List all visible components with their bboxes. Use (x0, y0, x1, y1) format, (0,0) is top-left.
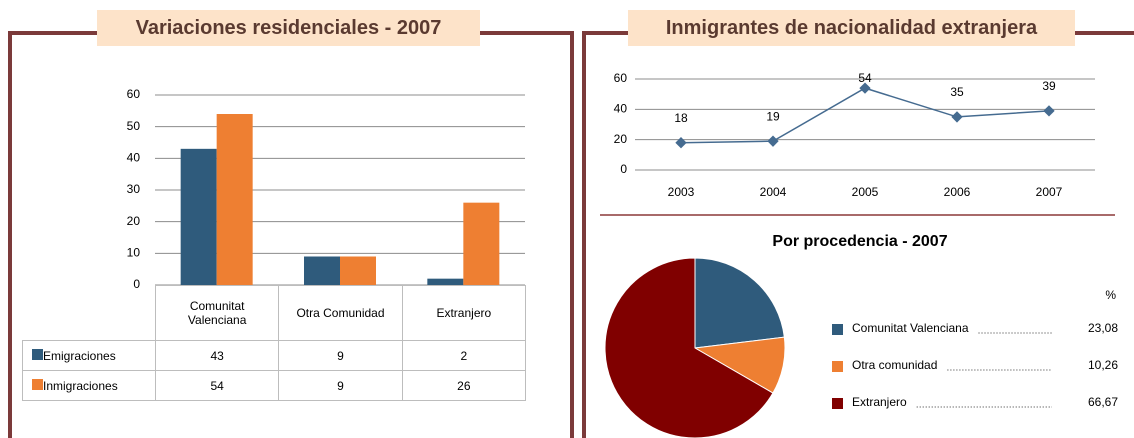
bar (340, 256, 376, 285)
pie-slice (694, 257, 785, 349)
marker (1043, 105, 1055, 117)
bar (463, 202, 500, 285)
value-label: 23,08 (1088, 321, 1118, 335)
frame (480, 31, 574, 438)
marker (675, 137, 687, 149)
legend-swatch (32, 379, 43, 390)
category-label: Otra Comunidad (278, 285, 403, 341)
y-tick-label: 20 (614, 132, 628, 146)
table-value: 9 (278, 340, 403, 371)
marker (767, 135, 779, 147)
data-label: 18 (674, 111, 688, 125)
frames (8, 31, 1134, 438)
legend-swatch (32, 349, 43, 360)
y-tick-label: 60 (614, 71, 628, 85)
frame (8, 31, 97, 438)
x-tick-label: 2005 (852, 185, 879, 199)
x-tick-label: 2003 (668, 185, 695, 199)
y-tick-label: 20 (127, 214, 141, 228)
y-tick-label: 10 (127, 246, 141, 260)
x-tick-label: 2006 (944, 185, 971, 199)
legend-swatch (832, 361, 843, 372)
legend-swatch (832, 398, 843, 409)
y-tick-label: 40 (127, 151, 141, 165)
y-tick-label: 0 (620, 162, 627, 176)
data-label: 39 (1042, 79, 1056, 93)
pie-slice (604, 257, 774, 438)
value-label: 10,26 (1088, 358, 1118, 372)
legend-entry: Extranjero (852, 395, 907, 409)
frame (582, 31, 628, 438)
legend-swatch (832, 324, 843, 335)
pie-title: Por procedencia - 2007 (772, 233, 947, 250)
y-tick-label: 40 (614, 102, 628, 116)
category-label: Extranjero (401, 285, 526, 341)
y-tick-label: 0 (133, 277, 140, 291)
legend-entry: Otra comunidad (852, 358, 937, 372)
marker (951, 111, 963, 123)
line (680, 87, 1050, 144)
x-tick-label: 2004 (760, 185, 787, 199)
table-value: 9 (278, 370, 403, 401)
category-label: Comunitat Valenciana (155, 285, 280, 341)
bar (427, 278, 464, 285)
panel-title: Variaciones residenciales - 2007 (97, 10, 480, 46)
bar (304, 256, 340, 285)
data-label: 19 (766, 109, 780, 123)
y-tick-label: 30 (127, 182, 141, 196)
table-value: 2 (401, 340, 526, 371)
table-value: 43 (155, 340, 280, 371)
x-tick-label: 2007 (1036, 185, 1063, 199)
bar (216, 114, 253, 285)
value-label: 66,67 (1088, 395, 1118, 409)
table-value: 54 (155, 370, 280, 401)
data-label: 35 (950, 85, 964, 99)
unit-label: % (1105, 288, 1116, 302)
table-value: 26 (401, 370, 526, 401)
y-tick-label: 60 (127, 87, 141, 101)
bar (180, 148, 217, 285)
panel-title: Inmigrantes de nacionalidad extranjera (628, 10, 1075, 46)
legend-entry: Comunitat Valenciana (852, 321, 969, 335)
data-label: 54 (858, 71, 872, 85)
y-tick-label: 50 (127, 119, 141, 133)
